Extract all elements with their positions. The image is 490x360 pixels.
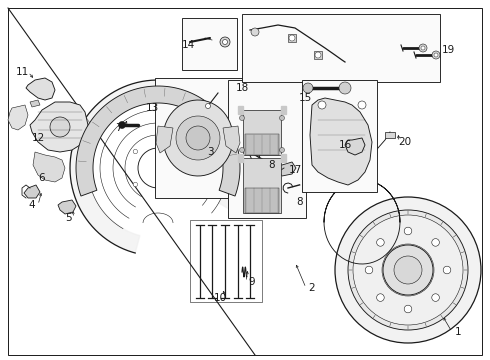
Polygon shape [345, 138, 365, 155]
Circle shape [358, 101, 366, 109]
Text: 12: 12 [31, 133, 45, 143]
Bar [242, 14, 440, 82]
Circle shape [318, 101, 326, 109]
Circle shape [404, 227, 412, 235]
Polygon shape [243, 109, 281, 154]
Polygon shape [310, 98, 372, 185]
Circle shape [222, 40, 227, 45]
Text: 18: 18 [235, 83, 248, 93]
Circle shape [133, 149, 138, 154]
Polygon shape [223, 126, 240, 153]
Circle shape [365, 266, 373, 274]
Circle shape [240, 148, 245, 153]
Text: 15: 15 [298, 93, 312, 103]
Text: 7: 7 [115, 123, 122, 133]
Circle shape [383, 245, 433, 295]
Polygon shape [163, 100, 233, 176]
Circle shape [119, 122, 125, 129]
Text: 1: 1 [455, 327, 461, 337]
Bar [302, 80, 377, 192]
Polygon shape [30, 100, 40, 107]
Circle shape [303, 83, 313, 93]
Text: 20: 20 [398, 137, 412, 147]
Circle shape [339, 82, 351, 94]
Circle shape [335, 197, 481, 343]
Circle shape [434, 53, 438, 57]
Circle shape [432, 294, 440, 301]
Circle shape [251, 28, 259, 36]
Text: 4: 4 [29, 200, 35, 210]
Circle shape [421, 46, 425, 50]
Bar [288, 34, 296, 42]
Circle shape [133, 182, 138, 186]
Circle shape [394, 256, 422, 284]
Circle shape [348, 210, 468, 330]
Text: 16: 16 [339, 140, 352, 150]
Polygon shape [70, 80, 246, 253]
Polygon shape [58, 200, 76, 214]
Bar [281, 105, 286, 113]
Text: 14: 14 [181, 40, 195, 50]
Circle shape [432, 239, 440, 246]
Bar [314, 51, 322, 59]
Circle shape [419, 44, 427, 52]
Text: 3: 3 [207, 147, 213, 157]
Text: 9: 9 [249, 277, 255, 287]
Polygon shape [76, 86, 240, 196]
Bar [238, 153, 243, 162]
Polygon shape [245, 134, 279, 154]
Bar [385, 132, 395, 138]
Polygon shape [156, 126, 173, 153]
Circle shape [220, 37, 230, 47]
Text: 17: 17 [289, 165, 302, 175]
Polygon shape [24, 185, 40, 198]
Bar [238, 105, 243, 113]
Polygon shape [8, 105, 28, 130]
Bar [228, 80, 306, 218]
Circle shape [377, 239, 384, 246]
Text: 8: 8 [296, 197, 303, 207]
Polygon shape [33, 152, 65, 182]
Text: 6: 6 [39, 173, 45, 183]
Circle shape [240, 116, 245, 121]
Circle shape [50, 117, 70, 137]
Circle shape [432, 51, 440, 59]
Text: 5: 5 [65, 213, 72, 223]
Bar [155, 78, 253, 198]
Bar [182, 18, 237, 70]
Text: 10: 10 [214, 293, 226, 303]
Circle shape [205, 104, 211, 108]
Circle shape [315, 52, 321, 58]
Circle shape [176, 116, 220, 160]
Polygon shape [245, 188, 279, 212]
Polygon shape [278, 162, 296, 176]
Circle shape [279, 116, 285, 121]
Text: 2: 2 [309, 283, 315, 293]
Circle shape [184, 166, 188, 170]
Bar [281, 153, 286, 162]
Text: 13: 13 [146, 103, 159, 113]
Circle shape [377, 294, 384, 301]
Text: 19: 19 [441, 45, 455, 55]
Polygon shape [30, 102, 88, 152]
Text: 8: 8 [269, 160, 275, 170]
Text: 11: 11 [15, 67, 28, 77]
Circle shape [353, 215, 463, 325]
Bar [190, 220, 262, 302]
Polygon shape [243, 158, 281, 212]
Circle shape [289, 35, 295, 41]
Circle shape [404, 305, 412, 313]
Polygon shape [26, 78, 55, 100]
Circle shape [138, 148, 178, 188]
Circle shape [279, 148, 285, 153]
Circle shape [165, 193, 169, 197]
Circle shape [165, 139, 169, 144]
Circle shape [443, 266, 451, 274]
Circle shape [186, 126, 210, 150]
